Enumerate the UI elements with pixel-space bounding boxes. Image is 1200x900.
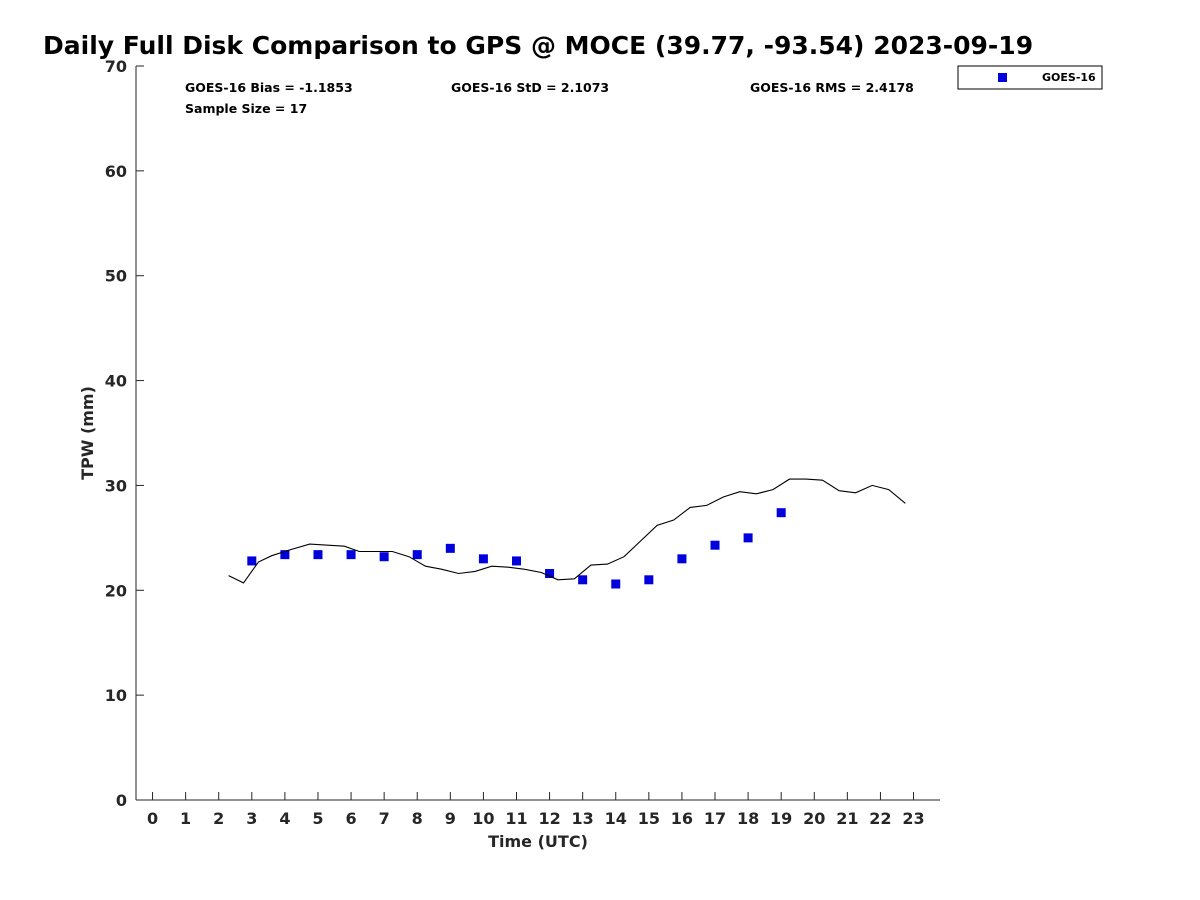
axes	[135, 66, 940, 801]
x-tick-label: 22	[869, 809, 891, 828]
legend-label-goes16: GOES-16	[1042, 71, 1096, 84]
x-tick-label: 8	[412, 809, 423, 828]
goes16-point	[545, 569, 555, 579]
goes16-point	[379, 552, 389, 562]
x-tick-label: 15	[638, 809, 660, 828]
x-tick-label: 7	[379, 809, 390, 828]
x-tick-label: 14	[605, 809, 627, 828]
x-tick-label: 6	[345, 809, 356, 828]
goes16-point	[478, 554, 488, 564]
std-stat: GOES-16 StD = 2.1073	[451, 80, 609, 95]
goes16-point	[611, 579, 621, 589]
goes16-point	[280, 550, 290, 560]
x-tick-label: 16	[671, 809, 693, 828]
x-tick-label: 21	[836, 809, 858, 828]
x-axis-label: Time (UTC)	[488, 832, 588, 851]
x-tick-label: 17	[704, 809, 726, 828]
goes16-point	[346, 550, 356, 560]
y-tick-label: 40	[105, 372, 127, 391]
legend-box	[957, 65, 1103, 90]
y-tick-label: 0	[116, 791, 127, 810]
x-tick-label: 9	[445, 809, 456, 828]
rms-stat: GOES-16 RMS = 2.4178	[750, 80, 914, 95]
gps-line	[228, 478, 906, 584]
goes16-point	[578, 575, 588, 585]
legend: GOES-16	[957, 65, 1103, 90]
x-tick-label: 20	[803, 809, 825, 828]
y-tick-label: 30	[105, 476, 127, 495]
y-tick-label: 50	[105, 267, 127, 286]
bias-stat: GOES-16 Bias = -1.1853	[185, 80, 353, 95]
x-tick-label: 19	[770, 809, 792, 828]
goes16-point	[313, 550, 323, 560]
x-tick-label: 1	[180, 809, 191, 828]
goes16-point	[677, 554, 687, 564]
y-tick-label: 70	[105, 57, 127, 76]
y-tick-label: 20	[105, 581, 127, 600]
x-tick-label: 2	[213, 809, 224, 828]
y-tick-label: 60	[105, 162, 127, 181]
sample-size-stat: Sample Size = 17	[185, 101, 307, 116]
y-axis-label: TPW (mm)	[78, 386, 97, 480]
x-tick-label: 13	[572, 809, 594, 828]
goes16-point	[511, 556, 521, 566]
ticks: 0 1 2 3 4 5 6 7 8 9 10 11 12 13 14 15 16 17 18 19 20 21 22 2301…	[105, 57, 925, 828]
x-tick-label: 10	[472, 809, 494, 828]
goes16-point	[644, 575, 654, 585]
chart-title: Daily Full Disk Comparison to GPS @ MOCE…	[43, 31, 1033, 60]
y-tick-label: 10	[105, 686, 127, 705]
x-tick-label: 23	[902, 809, 924, 828]
x-tick-label: 5	[312, 809, 323, 828]
goes16-point	[247, 556, 257, 566]
x-tick-label: 0	[147, 809, 158, 828]
goes16-point	[743, 533, 753, 543]
series-layer	[228, 478, 906, 589]
goes16-point	[445, 543, 455, 553]
goes16-point	[412, 550, 422, 560]
x-tick-label: 11	[505, 809, 527, 828]
x-tick-label: 18	[737, 809, 759, 828]
x-tick-label: 12	[538, 809, 560, 828]
goes16-point	[776, 508, 786, 518]
legend-marker-goes16	[998, 73, 1007, 82]
x-tick-label: 3	[246, 809, 257, 828]
goes16-point	[710, 540, 720, 550]
x-tick-label: 4	[279, 809, 290, 828]
